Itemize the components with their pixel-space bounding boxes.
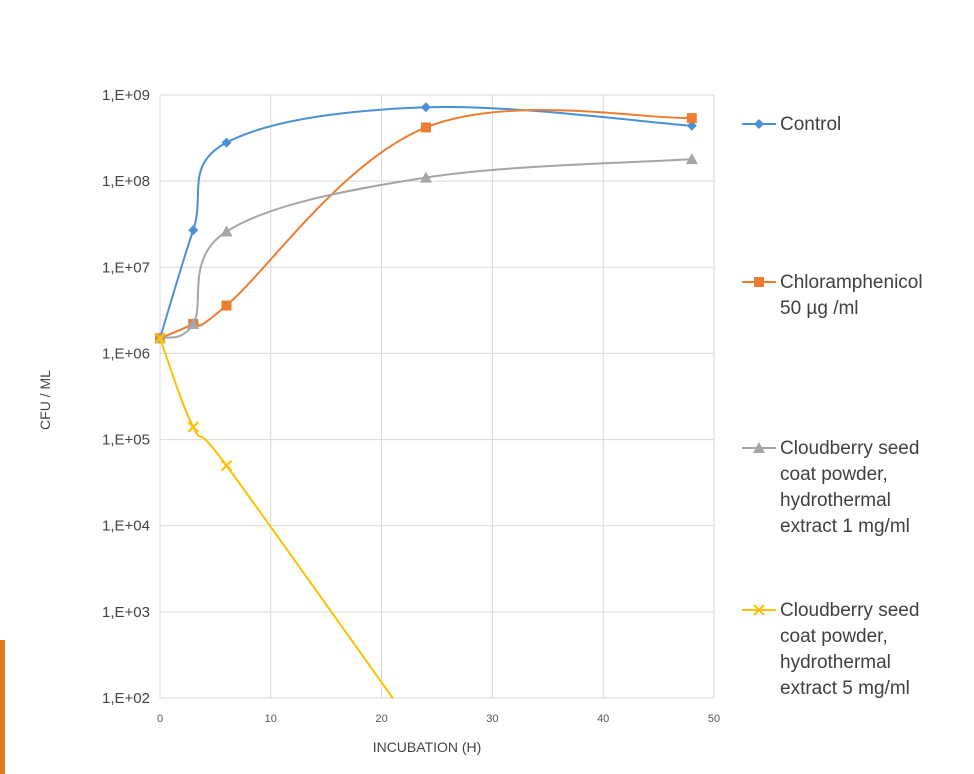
data-point <box>154 332 166 344</box>
legend-marker <box>753 604 765 616</box>
y-tick-label: 1,E+05 <box>102 432 150 449</box>
legend-marker <box>754 119 764 129</box>
y-tick-label: 1,E+09 <box>102 87 150 104</box>
x-tick-label: 10 <box>265 713 277 725</box>
legend-label: Cloudberry seed coat powder, hydrotherma… <box>780 600 920 699</box>
data-point <box>188 225 199 236</box>
y-tick-label: 1,E+02 <box>102 690 150 707</box>
legend-label: Chloramphenicol 50 µg /ml <box>780 272 923 319</box>
series-line <box>159 105 692 339</box>
legend-swatch <box>742 604 776 616</box>
y-tick-label: 1,E+06 <box>102 345 150 362</box>
y-tick-labels: 1,E+02 1,E+03 1,E+04 1,E+05 1,E+06 1,E+07 1,E+… <box>102 87 150 707</box>
x-tick-label: 40 <box>597 713 609 725</box>
legend-marker <box>754 277 764 287</box>
y-tick-label: 1,E+07 <box>102 259 150 276</box>
series-line <box>159 337 394 699</box>
x-axis-label: INCUBATION (H) <box>373 739 482 755</box>
x-tick-label: 20 <box>375 713 387 725</box>
grid <box>159 94 715 699</box>
y-tick-label: 1,E+08 <box>102 173 150 190</box>
data-point <box>686 113 697 124</box>
data-point <box>420 122 431 133</box>
data-point <box>419 171 432 183</box>
legend-label: Cloudberry seed coat powder, hydrotherma… <box>780 438 920 537</box>
series-4 <box>154 332 394 699</box>
series-1 <box>155 102 697 344</box>
legend-label: Control <box>780 114 842 135</box>
legend-swatch <box>742 277 776 287</box>
legend-item-1: Control <box>742 112 841 138</box>
legend-marker <box>753 442 765 453</box>
legend-swatch <box>742 119 776 129</box>
x-tick-label: 30 <box>486 713 498 725</box>
x-tick-label: 50 <box>708 713 720 725</box>
series-line <box>159 158 692 340</box>
data-point <box>221 137 232 148</box>
data-point <box>686 120 697 131</box>
data-point <box>685 153 698 165</box>
left-accent-bar <box>0 640 5 774</box>
y-tick-label: 1,E+04 <box>102 518 150 535</box>
y-tick-label: 1,E+03 <box>102 604 150 621</box>
data-point <box>220 459 233 472</box>
legend-item-3: Cloudberry seed coat powder, hydrotherma… <box>742 436 919 540</box>
legend-item-2: Chloramphenicol 50 µg /ml <box>742 270 923 322</box>
series-3 <box>154 153 698 344</box>
y-axis-label: CFU / ML <box>37 370 53 430</box>
legend-item-4: Cloudberry seed coat powder, hydrotherma… <box>742 598 919 702</box>
data-point <box>420 102 431 113</box>
x-tick-labels: 0 10 20 30 40 50 <box>157 713 720 725</box>
x-tick-label: 0 <box>157 713 163 725</box>
legend-swatch <box>742 442 776 453</box>
data-point <box>187 317 200 329</box>
data-point <box>221 300 232 311</box>
data-point <box>187 421 199 433</box>
data-point <box>220 225 233 237</box>
series-layer <box>154 102 698 699</box>
